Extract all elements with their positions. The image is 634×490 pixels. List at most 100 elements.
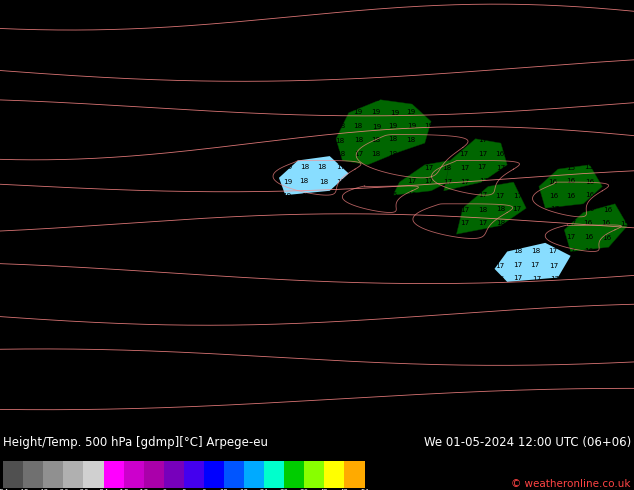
Text: 16: 16 (602, 290, 611, 296)
Text: 19: 19 (123, 165, 132, 171)
Text: 16: 16 (389, 415, 399, 420)
Text: 18: 18 (265, 373, 274, 379)
Bar (164, 461, 184, 488)
Text: 19: 19 (51, 276, 61, 282)
Text: 19: 19 (335, 0, 345, 4)
Bar (325, 461, 344, 488)
Text: 21: 21 (16, 192, 26, 198)
Text: 19: 19 (336, 81, 346, 87)
Text: 18: 18 (319, 68, 328, 74)
Text: 19: 19 (141, 290, 150, 296)
Text: 19: 19 (158, 165, 167, 171)
Text: 17: 17 (602, 13, 611, 19)
Text: 16: 16 (531, 123, 541, 129)
Text: 21: 21 (88, 12, 97, 19)
Text: 20: 20 (158, 54, 168, 60)
Text: 17: 17 (354, 220, 363, 226)
Text: 16: 16 (460, 289, 469, 295)
Text: 18: 18 (123, 401, 133, 407)
Text: 19: 19 (87, 373, 96, 379)
Text: 20: 20 (0, 345, 8, 351)
Text: 18: 18 (389, 290, 399, 295)
Text: 15: 15 (549, 372, 559, 378)
Text: 16: 16 (335, 415, 345, 421)
Text: 21: 21 (35, 192, 44, 198)
Text: 19: 19 (141, 138, 150, 144)
Text: 16: 16 (335, 372, 345, 378)
Bar (224, 461, 244, 488)
Text: 20: 20 (86, 262, 96, 268)
Text: 17: 17 (301, 346, 310, 352)
Text: 16: 16 (461, 304, 470, 310)
Text: 18: 18 (496, 40, 505, 47)
Text: 16: 16 (477, 373, 487, 379)
Text: 18: 18 (301, 138, 310, 144)
Text: 21: 21 (106, 12, 115, 18)
Text: 18: 18 (195, 262, 204, 268)
Text: 20: 20 (88, 68, 97, 74)
Text: 17: 17 (300, 387, 309, 393)
Text: 17: 17 (461, 0, 470, 4)
Text: 17: 17 (424, 290, 433, 295)
Text: 17: 17 (584, 81, 593, 87)
Text: 20: 20 (141, 68, 150, 74)
Text: 18: 18 (282, 318, 292, 324)
Text: 20: 20 (52, 165, 61, 172)
Text: 16: 16 (603, 193, 612, 199)
Text: 17: 17 (531, 81, 540, 88)
Text: 18: 18 (247, 40, 256, 46)
Text: 18: 18 (550, 67, 559, 73)
Text: 18: 18 (53, 304, 61, 310)
Text: 15: 15 (619, 262, 628, 268)
Text: 20: 20 (16, 428, 25, 435)
Text: 16: 16 (532, 290, 541, 295)
Text: 16: 16 (602, 331, 611, 337)
Text: 16: 16 (371, 206, 380, 212)
Text: 17: 17 (513, 81, 522, 87)
Text: 17: 17 (372, 359, 382, 366)
Text: 19: 19 (177, 0, 186, 4)
Text: 19: 19 (372, 289, 380, 295)
Text: 16: 16 (477, 359, 487, 365)
Text: 19: 19 (425, 110, 434, 116)
Text: 16: 16 (390, 401, 399, 407)
Text: 18: 18 (211, 415, 220, 421)
Text: 21: 21 (87, 220, 96, 226)
Text: 18: 18 (514, 0, 522, 4)
Text: 18: 18 (353, 0, 363, 5)
Text: 20: 20 (69, 81, 79, 87)
Text: 17: 17 (424, 39, 434, 46)
Text: 17: 17 (460, 207, 470, 213)
Text: 17: 17 (461, 165, 470, 171)
Text: 17: 17 (548, 0, 557, 4)
Text: 17: 17 (442, 415, 451, 420)
Text: 17: 17 (477, 82, 486, 88)
Text: 16: 16 (531, 428, 541, 434)
Text: 17: 17 (550, 276, 559, 282)
Text: 17: 17 (425, 248, 434, 254)
Text: 20: 20 (158, 109, 167, 115)
Text: 18: 18 (247, 54, 257, 60)
Text: 19: 19 (264, 179, 273, 185)
Text: 21: 21 (0, 179, 8, 185)
Text: 18: 18 (283, 82, 293, 88)
Text: 18: 18 (266, 387, 275, 393)
Text: 20: 20 (157, 40, 167, 46)
Text: 17: 17 (461, 12, 470, 18)
Text: 15: 15 (602, 428, 611, 435)
Text: 16: 16 (621, 387, 630, 392)
Text: 16: 16 (461, 275, 470, 282)
Text: 16: 16 (584, 234, 593, 240)
Text: 18: 18 (353, 331, 363, 337)
Text: 18: 18 (460, 137, 469, 143)
Text: 16: 16 (583, 220, 593, 226)
Text: 16: 16 (513, 96, 522, 102)
Text: 20: 20 (0, 262, 7, 268)
Text: 19: 19 (318, 12, 328, 18)
Text: 18: 18 (512, 26, 522, 32)
Text: 18: 18 (318, 235, 328, 241)
Text: 19: 19 (353, 304, 362, 310)
Text: 17: 17 (266, 275, 275, 281)
Text: 18: 18 (301, 234, 310, 241)
Text: 17: 17 (443, 67, 452, 73)
